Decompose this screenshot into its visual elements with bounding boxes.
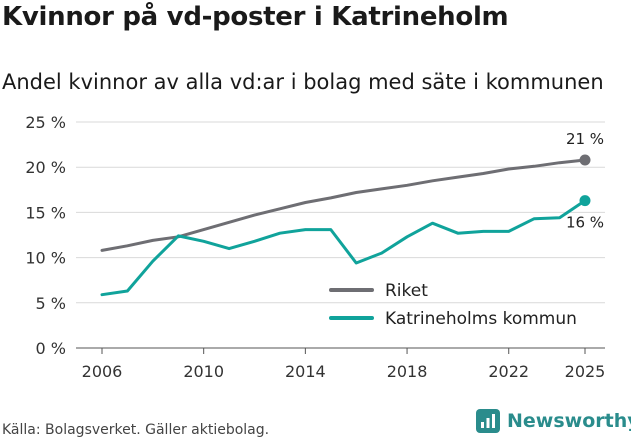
- source-note: Källa: Bolagsverket. Gäller aktiebolag.: [2, 422, 270, 438]
- series-line-riket: [100, 158, 587, 252]
- end-label-katrineholms-kommun: 16 %: [566, 214, 604, 232]
- end-point-katrineholms-kommun: [579, 195, 591, 207]
- legend-label-riket: Riket: [385, 281, 428, 301]
- x-tick-label: 2022: [488, 362, 529, 381]
- newsworthy-logo-icon: [476, 409, 500, 433]
- y-tick-label: 10 %: [25, 249, 66, 268]
- end-point-riket: [579, 154, 591, 166]
- y-tick-label: 25 %: [25, 113, 66, 132]
- x-tick-label: 2006: [82, 362, 123, 381]
- y-tick-label: 5 %: [36, 294, 66, 313]
- x-tick-label: 2010: [183, 362, 224, 381]
- x-tick-label: 2014: [285, 362, 326, 381]
- series-line-katrineholms-kommun: [100, 199, 587, 297]
- end-label-riket: 21 %: [566, 130, 604, 148]
- y-tick-label: 15 %: [25, 203, 66, 222]
- y-tick-label: 0 %: [36, 339, 66, 358]
- brand-name: Newsworthy: [507, 410, 631, 432]
- x-tick-label: 2025: [565, 362, 606, 381]
- x-tick-label: 2018: [387, 362, 428, 381]
- chart-title: Kvinnor på vd-poster i Katrineholm: [2, 2, 509, 32]
- legend-label-katrineholms-kommun: Katrineholms kommun: [385, 309, 577, 329]
- chart-subtitle: Andel kvinnor av alla vd:ar i bolag med …: [2, 70, 604, 94]
- brand: Newsworthy: [475, 408, 631, 434]
- y-tick-label: 20 %: [25, 158, 66, 177]
